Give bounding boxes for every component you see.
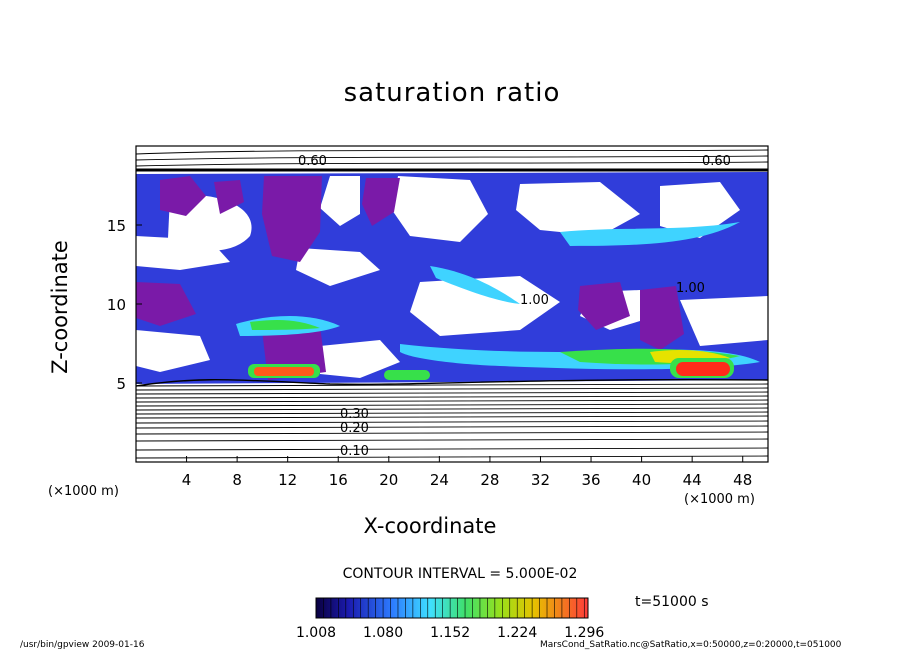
y-axis-label: Z-coordinate [48,240,72,374]
chart-title: saturation ratio [343,78,561,108]
footer-right: MarsCond_SatRatio.nc@SatRatio,x=0:50000,… [540,640,842,650]
x-unit-left: (×1000 m) [48,484,119,499]
colorbar-tick-label: 1.296 [564,625,604,641]
colorbar-tick-label: 1.008 [296,625,336,641]
x-tick-label: 4 [182,471,192,489]
x-tick-label: 24 [430,471,449,489]
x-tick-label: 32 [531,471,550,489]
contour-label-0.60-right: 0.60 [702,154,731,169]
contour-label-1.00-a: 1.00 [520,293,549,308]
colorbar-tick-label: 1.224 [497,625,537,641]
x-tick-label: 48 [733,471,752,489]
contour-label-0.60-left: 0.60 [298,154,327,169]
colorbar-ticks: 1.008 1.080 1.152 1.224 1.296 [296,598,604,641]
contour-interval: CONTOUR INTERVAL = 5.000E-02 [342,566,578,582]
y-tick-label: 15 [107,217,126,235]
contour-label-0.10: 0.10 [340,444,369,459]
y-tick-label: 10 [107,296,126,314]
x-tick-label: 36 [581,471,600,489]
x-tick-label: 28 [480,471,499,489]
contour-label-0.20: 0.20 [340,421,369,436]
x-tick-label: 20 [379,471,398,489]
time-label: t=51000 s [635,594,709,610]
x-tick-label: 44 [683,471,702,489]
footer-left: /usr/bin/gpview 2009-01-16 [20,640,145,650]
x-axis: 4 8 12 16 20 24 28 32 36 40 44 48 [182,456,752,489]
colorbar-tick-label: 1.080 [363,625,403,641]
contour-labels: 0.60 0.60 1.00 1.00 0.30 0.20 0.10 [298,154,731,459]
plot-field: 0.60 0.60 1.00 1.00 0.30 0.20 0.10 [136,146,768,462]
y-tick-label: 5 [116,375,126,393]
x-tick-label: 12 [278,471,297,489]
contour-label-1.00-b: 1.00 [676,281,705,296]
colorbar-tick-label: 1.152 [430,625,470,641]
y-axis: 5 10 15 [107,217,142,393]
x-axis-label: X-coordinate [363,514,497,538]
contour-label-0.30: 0.30 [340,407,369,422]
x-unit-right: (×1000 m) [684,492,755,507]
x-tick-label: 8 [232,471,242,489]
x-tick-label: 16 [329,471,348,489]
x-tick-label: 40 [632,471,651,489]
lower-contours [136,383,768,459]
